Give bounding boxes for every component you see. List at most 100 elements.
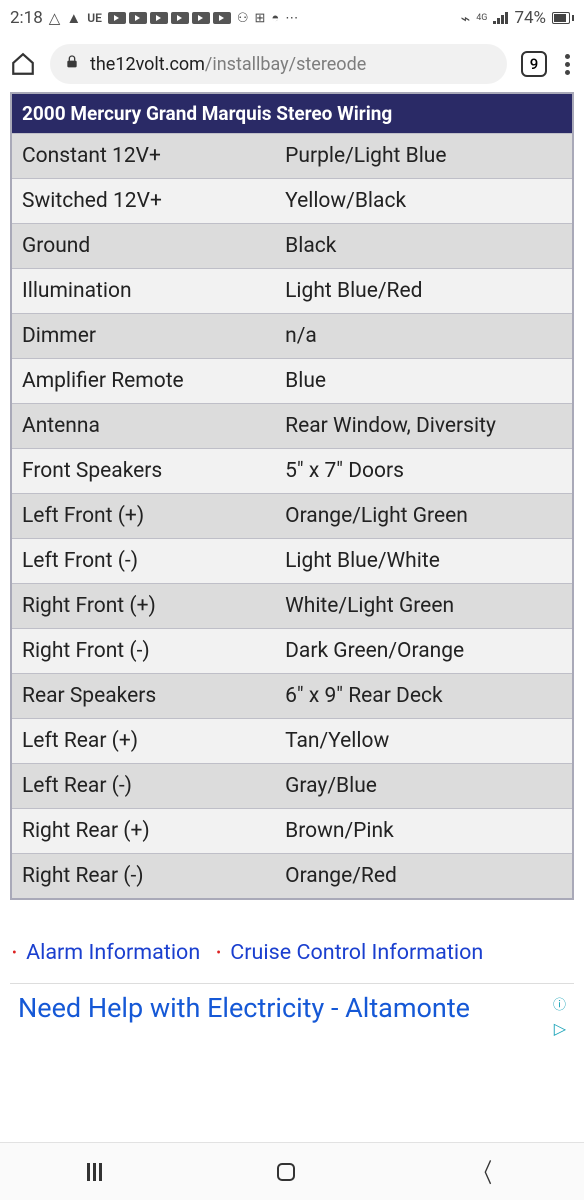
wire-value-cell: Blue [275,359,573,404]
table-row: Dimmern/a [11,314,573,359]
lock-icon [64,54,80,75]
table-row: IlluminationLight Blue/Red [11,269,573,314]
wire-function-cell: Antenna [11,404,275,449]
wire-function-cell: Right Rear (-) [11,854,275,900]
wire-value-cell: Orange/Red [275,854,573,900]
home-button[interactable] [10,51,36,77]
related-links: • Alarm Information • Cruise Control Inf… [10,940,574,965]
table-row: Front Speakers5" x 7" Doors [11,449,573,494]
table-title: 2000 Mercury Grand Marquis Stereo Wiring [11,93,573,134]
youtube-icon [108,12,126,24]
cruise-info-link[interactable]: Cruise Control Information [230,940,483,965]
table-row: Rear Speakers6" x 9" Rear Deck [11,674,573,719]
wire-value-cell: Tan/Yellow [275,719,573,764]
ad-headline: Need Help with Electricity - Altamonte [18,994,470,1024]
page-content: 2000 Mercury Grand Marquis Stereo Wiring… [0,92,584,1044]
more-notifications-icon: ⋯ [285,11,298,26]
bullet-icon: • [216,945,221,961]
warning-filled-icon: ▲ [66,9,81,27]
table-row: Left Front (-)Light Blue/White [11,539,573,584]
notification-icons [108,12,231,24]
youtube-icon [150,12,168,24]
wire-function-cell: Left Rear (+) [11,719,275,764]
wire-function-cell: Dimmer [11,314,275,359]
back-button[interactable]: 〈 [474,1153,492,1190]
wire-value-cell: n/a [275,314,573,359]
pokeball-icon: ◓ [271,10,279,26]
wire-function-cell: Illumination [11,269,275,314]
table-row: Constant 12V+Purple/Light Blue [11,134,573,179]
browser-toolbar: the12volt.com/installbay/stereode 9 [0,36,584,92]
wiring-table: 2000 Mercury Grand Marquis Stereo Wiring… [10,92,574,900]
table-row: Left Front (+)Orange/Light Green [11,494,573,539]
wire-function-cell: Left Front (-) [11,539,275,584]
wire-function-cell: Front Speakers [11,449,275,494]
wire-function-cell: Switched 12V+ [11,179,275,224]
table-row: Left Rear (+)Tan/Yellow [11,719,573,764]
signal-icon [493,12,508,24]
wire-function-cell: Left Rear (-) [11,764,275,809]
network-type-label: 4G [476,14,487,22]
ue-label: UE [87,11,102,25]
home-button-nav[interactable] [277,1163,295,1181]
url-path: /installbay/stereode [205,54,366,75]
table-row: GroundBlack [11,224,573,269]
alarm-info-link[interactable]: Alarm Information [26,940,200,965]
wire-value-cell: Dark Green/Orange [275,629,573,674]
browser-menu-button[interactable] [561,50,574,79]
wire-function-cell: Constant 12V+ [11,134,275,179]
battery-percent: 74% [514,8,546,28]
wire-value-cell: 5" x 7" Doors [275,449,573,494]
wire-function-cell: Rear Speakers [11,674,275,719]
app-icon: ⊞ [255,11,266,26]
android-nav-bar: 〈 [0,1142,584,1200]
wire-function-cell: Left Front (+) [11,494,275,539]
table-row: Right Front (+)White/Light Green [11,584,573,629]
wire-value-cell: White/Light Green [275,584,573,629]
table-row: Left Rear (-)Gray/Blue [11,764,573,809]
wire-value-cell: Light Blue/White [275,539,573,584]
wire-function-cell: Ground [11,224,275,269]
android-status-bar: 2:18 △ ▲ UE ⚇ ⊞ ◓ ⋯ ⌁ 4G 74% [0,0,584,36]
youtube-icon [171,12,189,24]
ad-badge[interactable]: ⓘ ▷ [553,994,566,1038]
wire-function-cell: Amplifier Remote [11,359,275,404]
url-text: the12volt.com/installbay/stereode [90,54,366,75]
wire-function-cell: Right Front (-) [11,629,275,674]
wire-value-cell: Black [275,224,573,269]
wire-value-cell: Orange/Light Green [275,494,573,539]
wire-function-cell: Right Rear (+) [11,809,275,854]
youtube-icon [129,12,147,24]
wire-function-cell: Right Front (+) [11,584,275,629]
address-bar[interactable]: the12volt.com/installbay/stereode [50,44,507,84]
tab-count: 9 [530,55,539,73]
adchoices-icon[interactable]: ▷ [554,1019,566,1038]
wire-value-cell: Gray/Blue [275,764,573,809]
table-row: Switched 12V+Yellow/Black [11,179,573,224]
voicemail-icon: ⚇ [237,11,249,26]
wire-value-cell: Purple/Light Blue [275,134,573,179]
youtube-icon [213,12,231,24]
youtube-icon [192,12,210,24]
wire-value-cell: Rear Window, Diversity [275,404,573,449]
status-right: ⌁ 4G 74% [461,8,574,28]
ad-info-icon[interactable]: ⓘ [553,994,566,1013]
battery-icon [552,12,574,24]
bluetooth-icon: ⌁ [461,9,471,28]
recents-button[interactable] [87,1163,102,1181]
wire-value-cell: Brown/Pink [275,809,573,854]
warning-icon: △ [49,9,61,27]
wire-value-cell: Light Blue/Red [275,269,573,314]
table-row: Right Rear (+)Brown/Pink [11,809,573,854]
clock: 2:18 [10,8,43,28]
tabs-button[interactable]: 9 [521,51,547,77]
table-row: Right Front (-)Dark Green/Orange [11,629,573,674]
table-row: Right Rear (-)Orange/Red [11,854,573,900]
ad-banner[interactable]: Need Help with Electricity - Altamonte ⓘ… [10,983,574,1044]
url-host: the12volt.com [90,54,205,75]
table-row: Amplifier RemoteBlue [11,359,573,404]
status-left: 2:18 △ ▲ UE ⚇ ⊞ ◓ ⋯ [10,8,298,28]
bullet-icon: • [12,945,17,961]
wire-value-cell: 6" x 9" Rear Deck [275,674,573,719]
wire-value-cell: Yellow/Black [275,179,573,224]
